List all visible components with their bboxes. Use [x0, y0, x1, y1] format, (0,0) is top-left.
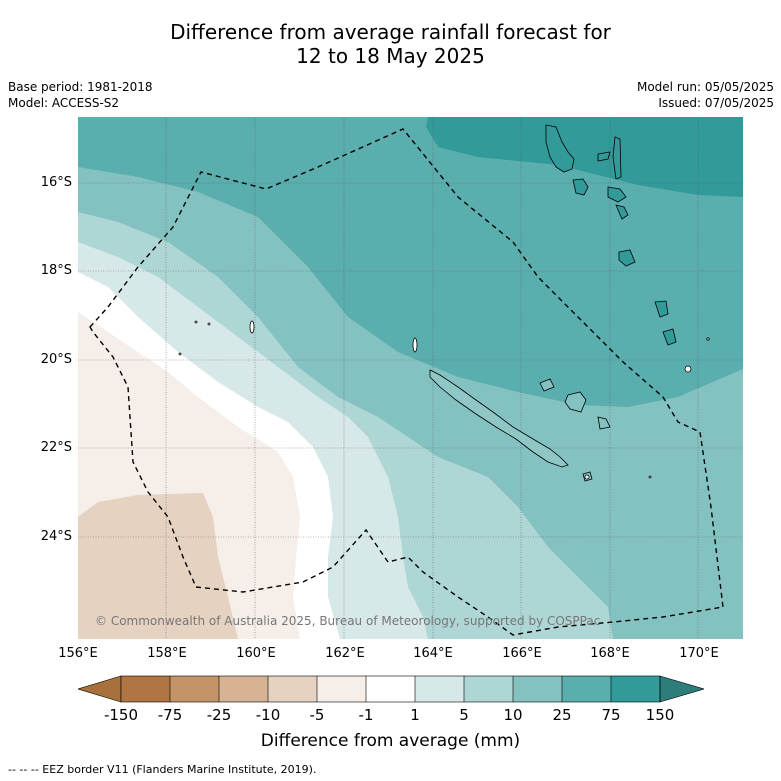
- model-run-text: Model run: 05/05/2025: [636, 80, 774, 94]
- colorbar-segment-neg25-neg10: [219, 676, 268, 702]
- model-text: Model: ACCESS-S2: [8, 96, 120, 110]
- colorbar-segment-25-75: [562, 676, 611, 702]
- title-line-1: Difference from average rainfall forecas…: [170, 20, 611, 44]
- colorbar-segment-neg5-neg1: [317, 676, 366, 702]
- colorbar: [78, 675, 704, 703]
- lon-label-160e: 160°E: [236, 646, 276, 661]
- issued-text: Issued: 07/05/2025: [658, 96, 774, 110]
- colorbar-tick-1: -75: [157, 706, 183, 724]
- colorbar-segment-1-5: [415, 676, 464, 702]
- colorbar-tick-2: -25: [206, 706, 232, 724]
- band-neg5-to-neg10: [78, 493, 238, 639]
- new-caledonia-island: [429, 369, 569, 468]
- colorbar-tick-0: -150: [103, 706, 139, 724]
- rainfall-map: [78, 117, 743, 639]
- colorbar-tick-10: 75: [601, 706, 621, 724]
- title-line-2: 12 to 18 May 2025: [296, 44, 485, 68]
- colorbar-tick-8: 10: [503, 706, 523, 724]
- base-period-text: Base period: 1981-2018: [8, 80, 153, 94]
- copyright-text: © Commonwealth of Australia 2025, Bureau…: [95, 614, 601, 628]
- colorbar-segment-above-150: [659, 675, 704, 703]
- colorbar-tick-9: 25: [552, 706, 572, 724]
- colorbar-segment-neg1-1: [366, 676, 415, 702]
- colorbar-segment-neg150-neg75: [121, 676, 170, 702]
- colorbar-tick-5: -1: [358, 706, 374, 724]
- colorbar-tick-11: 150: [645, 706, 675, 724]
- lon-label-158e: 158°E: [147, 646, 187, 661]
- band-gt-150: [426, 117, 743, 197]
- lat-label-18s: 18°S: [40, 263, 72, 278]
- colorbar-segment-10-25: [513, 676, 562, 702]
- lon-label-164e: 164°E: [413, 646, 453, 661]
- lon-label-170e: 170°E: [679, 646, 719, 661]
- colorbar-segment-neg75-neg25: [170, 676, 219, 702]
- colorbar-tick-7: 5: [459, 706, 469, 724]
- lat-label-20s: 20°S: [40, 352, 72, 367]
- colorbar-segment-below-neg150: [78, 675, 122, 703]
- colorbar-tick-3: -10: [255, 706, 281, 724]
- vanuatu-islands: [545, 124, 677, 346]
- lon-label-162e: 162°E: [325, 646, 365, 661]
- small-islands: [178, 320, 710, 480]
- colorbar-segment-neg10-neg5: [268, 676, 317, 702]
- colorbar-tick-4: -5: [309, 706, 325, 724]
- eez-border: [89, 128, 724, 636]
- lat-label-24s: 24°S: [40, 529, 72, 544]
- loyalty-islands: [539, 378, 611, 482]
- lon-label-156e: 156°E: [58, 646, 98, 661]
- colorbar-segment-5-10: [464, 676, 513, 702]
- colorbar-title: Difference from average (mm): [260, 731, 521, 751]
- lat-label-22s: 22°S: [40, 440, 72, 455]
- eez-legend-text: -- -- -- EEZ border V11 (Flanders Marine…: [8, 763, 317, 776]
- colorbar-tick-6: 1: [410, 706, 420, 724]
- colorbar-segment-75-150: [611, 676, 660, 702]
- lat-label-16s: 16°S: [40, 175, 72, 190]
- lon-label-166e: 166°E: [502, 646, 542, 661]
- lon-label-168e: 168°E: [590, 646, 630, 661]
